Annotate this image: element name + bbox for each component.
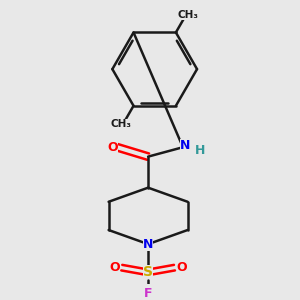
Text: O: O — [107, 141, 118, 154]
Text: CH₃: CH₃ — [178, 10, 199, 20]
Text: CH₃: CH₃ — [111, 119, 132, 129]
Text: N: N — [180, 139, 190, 152]
Text: H: H — [195, 143, 205, 157]
Text: S: S — [143, 266, 153, 279]
Text: O: O — [109, 261, 120, 274]
Text: O: O — [177, 261, 187, 274]
Text: F: F — [144, 287, 152, 300]
Text: N: N — [143, 238, 153, 250]
